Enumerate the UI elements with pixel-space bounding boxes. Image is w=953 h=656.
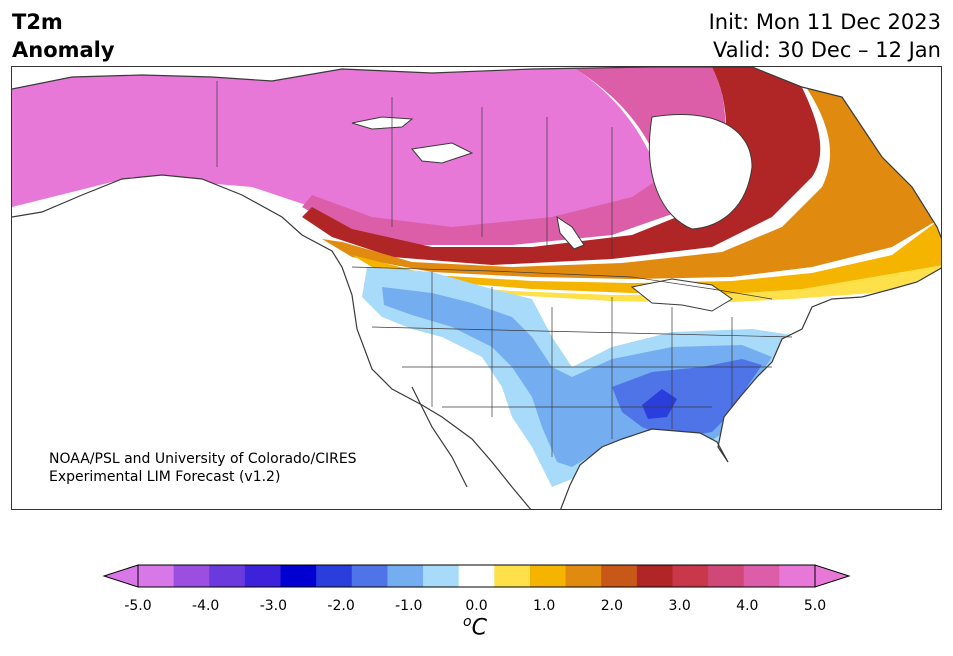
valid-period: Valid: 30 Dec – 12 Jan <box>712 38 941 62</box>
colorbar-swatch <box>173 565 210 587</box>
anomaly-map <box>12 67 941 509</box>
colorbar-tick-label: -2.0 <box>327 598 355 614</box>
colorbar-swatch <box>244 565 282 587</box>
colorbar-tick-label: -5.0 <box>124 598 152 614</box>
anomaly-core-deep-blue <box>642 389 677 419</box>
colorbar-swatch <box>779 565 816 587</box>
colorbar-tick-label: -1.0 <box>395 598 423 614</box>
anomaly-band-orange <box>322 67 941 279</box>
colorbar-swatch <box>672 565 709 587</box>
hudson-bay <box>648 113 753 230</box>
colorbar-swatch <box>565 565 602 587</box>
title-line-1: T2m <box>12 10 63 34</box>
anomaly-band-pink <box>12 67 662 237</box>
init-date: Init: Mon 11 Dec 2023 <box>708 10 941 34</box>
anomaly-band-yellow <box>352 217 941 295</box>
title-line-2: Anomaly <box>12 38 115 62</box>
colorbar-swatch <box>138 565 175 587</box>
colorbar-tick-label: 1.0 <box>533 598 556 614</box>
anomaly-fill-layer <box>12 67 941 509</box>
colorbar-tick-label: 0.0 <box>465 598 488 614</box>
colorbar-swatch <box>529 565 567 587</box>
credit-text: NOAA/PSL and University of Colorado/CIRE… <box>49 450 357 486</box>
colorbar-swatch <box>423 565 460 587</box>
colorbar-tick-label: -3.0 <box>259 598 288 614</box>
colorbar-swatch <box>601 565 638 587</box>
great-lakes <box>630 278 733 312</box>
colorbar-swatch <box>494 565 531 587</box>
colorbar-extend-low <box>102 564 139 588</box>
colorbar-tick-label: 2.0 <box>600 598 624 614</box>
colorbar-swatch <box>743 565 780 587</box>
colorbar-tick-label: -4.0 <box>192 598 220 614</box>
colorbar-tick-label: 4.0 <box>736 598 759 614</box>
colorbar-outline <box>137 564 816 588</box>
colorbar-swatch <box>387 565 424 587</box>
anomaly-band-magenta <box>302 67 726 245</box>
coastline-layer <box>12 67 941 509</box>
lake-winnipeg <box>556 215 585 250</box>
colorbar-tick-label: 5.0 <box>803 598 827 614</box>
credit-line-1: NOAA/PSL and University of Colorado/CIRE… <box>49 451 357 467</box>
colorbar <box>102 564 851 588</box>
unit-base: C <box>471 615 487 641</box>
colorbar-swatch <box>708 565 745 587</box>
map-title: T2m Anomaly <box>12 8 115 64</box>
forecast-dates: Init: Mon 11 Dec 2023 Valid: 30 Dec – 12… <box>709 8 941 64</box>
great-slave-lake <box>351 116 414 130</box>
anomaly-band-light-yellow <box>372 265 941 303</box>
colorbar-tick-label: 3.0 <box>668 598 691 614</box>
colorbar-swatch <box>316 565 353 587</box>
colorbar-unit: oC <box>463 614 487 640</box>
water-features <box>351 113 753 312</box>
colorbar-swatch <box>351 565 388 587</box>
colorbar-swatch <box>636 565 673 587</box>
colorbar-swatch <box>280 565 317 587</box>
unit-superscript: o <box>463 614 472 630</box>
map-panel <box>11 66 942 510</box>
political-borders <box>216 81 793 457</box>
colorbar-extend-high <box>814 564 851 588</box>
credit-line-2: Experimental LIM Forecast (v1.2) <box>49 469 281 485</box>
great-bear-lake <box>411 142 474 164</box>
colorbar-swatch <box>458 565 495 587</box>
colorbar-swatch <box>209 565 246 587</box>
